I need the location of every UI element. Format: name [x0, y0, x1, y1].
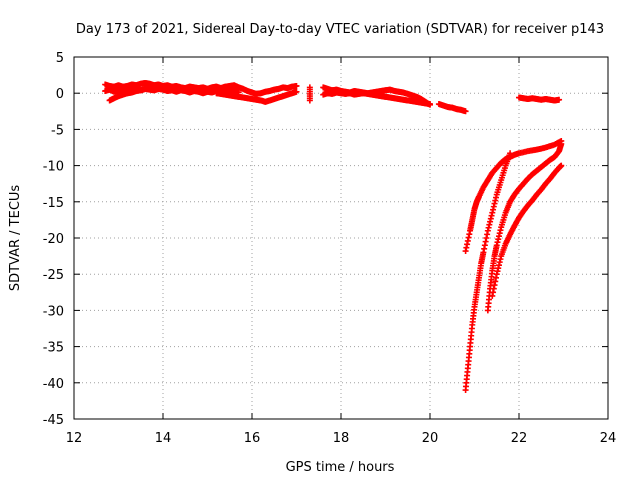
data-point-marker — [462, 108, 469, 115]
data-point-marker — [142, 85, 149, 92]
data-series-track — [435, 101, 469, 115]
data-series-track — [320, 89, 433, 108]
y-tick-label: -40 — [43, 377, 64, 392]
data-series-track — [489, 162, 565, 299]
y-tick-label: -5 — [51, 123, 64, 138]
y-tick-label: 0 — [56, 87, 64, 102]
y-tick-label: -25 — [43, 268, 64, 283]
data-series-track — [106, 85, 149, 104]
x-tick-label: 22 — [511, 431, 528, 446]
axis-ticks: 12 14 16 18 20 22 24 5 0 -5 -10 -15 -20 -25 -30 -35 -40 -… — [43, 51, 617, 446]
data-series-track — [516, 94, 563, 104]
chart-title: Day 173 of 2021, Sidereal Day-to-day VTE… — [76, 22, 604, 37]
data-point-marker — [293, 88, 300, 95]
data-point-marker — [306, 97, 313, 104]
x-axis-label: GPS time / hours — [286, 460, 395, 475]
y-tick-label: -30 — [43, 304, 64, 319]
x-tick-label: 14 — [155, 431, 172, 446]
data-point-marker — [558, 140, 565, 147]
data-point-marker — [558, 162, 565, 169]
data-point-marker — [507, 150, 514, 157]
grid-lines — [74, 57, 608, 419]
x-tick-label: 12 — [66, 431, 83, 446]
y-tick-label: -45 — [43, 413, 64, 428]
data-markers — [102, 80, 565, 394]
data-series-track — [213, 88, 300, 105]
y-tick-label: -20 — [43, 232, 64, 247]
y-tick-label: -10 — [43, 160, 64, 175]
y-axis-label: SDTVAR / TECUs — [8, 185, 23, 292]
y-tick-label: -15 — [43, 196, 64, 211]
x-tick-label: 24 — [600, 431, 617, 446]
data-series-track — [484, 140, 565, 314]
x-tick-label: 16 — [244, 431, 261, 446]
data-point-marker — [427, 101, 433, 108]
x-tick-label: 20 — [422, 431, 439, 446]
data-series-track — [306, 84, 313, 104]
data-series-track — [462, 150, 514, 394]
y-tick-label: -35 — [43, 341, 64, 356]
x-tick-label: 18 — [333, 431, 350, 446]
y-tick-label: 5 — [56, 51, 64, 66]
data-point-marker — [556, 96, 563, 103]
data-point-marker — [293, 82, 300, 89]
